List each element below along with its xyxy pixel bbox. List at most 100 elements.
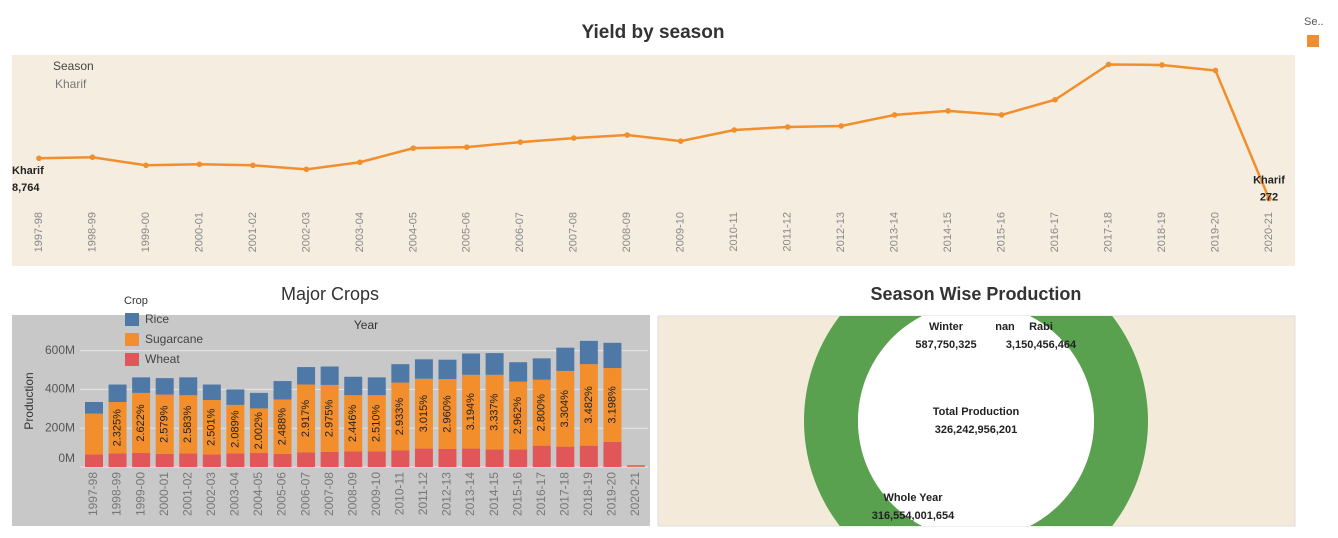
bar-segment (627, 466, 645, 467)
x-tick-label: 2013-14 (889, 212, 901, 252)
legend-title: Se.. (1304, 16, 1324, 28)
legend-label: Sugarcane (145, 332, 203, 346)
x-tick-label: 2013-14 (463, 472, 477, 516)
bar-label: 2.917% (300, 400, 312, 438)
point (1105, 61, 1112, 68)
x-tick-label: 2009-10 (675, 212, 687, 252)
x-tick-label: 2008-09 (621, 212, 633, 252)
bar-segment (414, 448, 433, 467)
point (517, 139, 524, 145)
slice-value: 587,750,325 (915, 339, 976, 351)
axis-title: Year (354, 318, 378, 332)
point (1212, 67, 1219, 74)
slice-label: Whole Year (883, 492, 943, 504)
x-tick-label: 2001-02 (247, 212, 259, 252)
bar-segment (579, 340, 598, 365)
bar-segment (108, 453, 127, 467)
chart-title: Season Wise Production (871, 284, 1082, 304)
legend-swatch (125, 333, 139, 346)
bar-segment (438, 448, 457, 467)
point (303, 166, 310, 173)
x-tick-label: 2016-17 (534, 472, 548, 516)
point (838, 123, 844, 129)
bar-segment (155, 378, 174, 395)
bar-segment (367, 395, 386, 452)
center-value: 326,242,956,201 (935, 424, 1018, 436)
bar-segment (344, 395, 363, 452)
bar-segment (320, 366, 339, 385)
point (945, 108, 951, 114)
x-tick-label: 2002-03 (300, 212, 312, 252)
slice-label: nan (995, 321, 1015, 333)
bar-segment (297, 367, 316, 385)
slice-label: Rabi (1029, 321, 1053, 333)
x-tick-label: 1997-98 (33, 212, 45, 252)
bar-segment (132, 453, 151, 467)
legend-label: Rice (145, 312, 169, 326)
bar-segment (556, 446, 575, 467)
bar-segment (509, 381, 528, 450)
x-tick-label: 2018-19 (1156, 212, 1168, 252)
x-tick-label: 2003-04 (354, 212, 366, 252)
bar-label: 2.579% (159, 405, 171, 443)
bar-segment (556, 370, 575, 447)
bar-segment (603, 342, 622, 369)
bar-segment (108, 384, 127, 402)
bar-segment (532, 379, 551, 446)
x-tick-label: 2004-05 (251, 472, 265, 516)
bar-segment (85, 413, 103, 455)
bar-segment (579, 445, 598, 467)
bar-segment (226, 389, 245, 405)
point (143, 162, 149, 169)
x-tick-label: 2005-06 (461, 212, 473, 252)
x-tick-label: 2005-06 (275, 472, 289, 516)
point (89, 154, 96, 161)
bar-segment (438, 379, 457, 449)
bar-segment (485, 374, 504, 450)
bar-label: 2.975% (324, 400, 336, 438)
bar-segment (462, 374, 481, 449)
x-tick-label: 1997-98 (86, 472, 100, 516)
x-tick-label: 1998-99 (86, 212, 98, 252)
bar-segment (320, 384, 339, 452)
y-tick-label: 400M (45, 382, 75, 396)
x-tick-label: 2017-18 (1102, 212, 1114, 252)
x-tick-label: 2008-09 (345, 472, 359, 516)
y-tick-label: 0M (58, 451, 75, 465)
bar-segment (556, 347, 575, 371)
x-tick-label: 2007-08 (322, 472, 336, 516)
bar-segment (155, 453, 174, 467)
point (998, 112, 1005, 118)
bar-segment (603, 368, 622, 442)
bar-segment (579, 364, 598, 446)
point (1052, 96, 1058, 103)
x-tick-label: 2000-01 (193, 212, 205, 252)
legend-swatch (125, 353, 139, 366)
bar-label: 2.800% (536, 394, 548, 432)
x-tick-label: 2009-10 (369, 472, 383, 516)
bar-label: 3.015% (418, 395, 430, 433)
x-tick-label: 2006-07 (298, 472, 312, 516)
legend-swatch (1307, 35, 1319, 47)
x-tick-label: 1999-00 (133, 472, 147, 516)
point (196, 161, 203, 168)
x-tick-label: 2019-20 (1209, 212, 1221, 252)
bar-segment (179, 453, 198, 467)
x-tick-label: 2010-11 (393, 472, 407, 515)
bar-segment (603, 441, 622, 467)
point (357, 159, 363, 166)
bar-segment (532, 358, 551, 380)
x-tick-label: 2015-16 (996, 212, 1008, 252)
filter-value: Kharif (55, 77, 87, 91)
bar-label: 2.089% (229, 410, 241, 448)
legend-swatch (125, 313, 139, 326)
x-tick-label: 2020-21 (1263, 212, 1275, 252)
bar-segment (509, 449, 528, 467)
bar-segment (273, 381, 292, 400)
x-tick-label: 2002-03 (204, 472, 218, 516)
point (677, 138, 684, 144)
bar-segment (367, 451, 386, 467)
bar-segment (627, 465, 645, 467)
x-tick-label: 2010-11 (728, 212, 740, 252)
bar-segment (249, 453, 268, 467)
